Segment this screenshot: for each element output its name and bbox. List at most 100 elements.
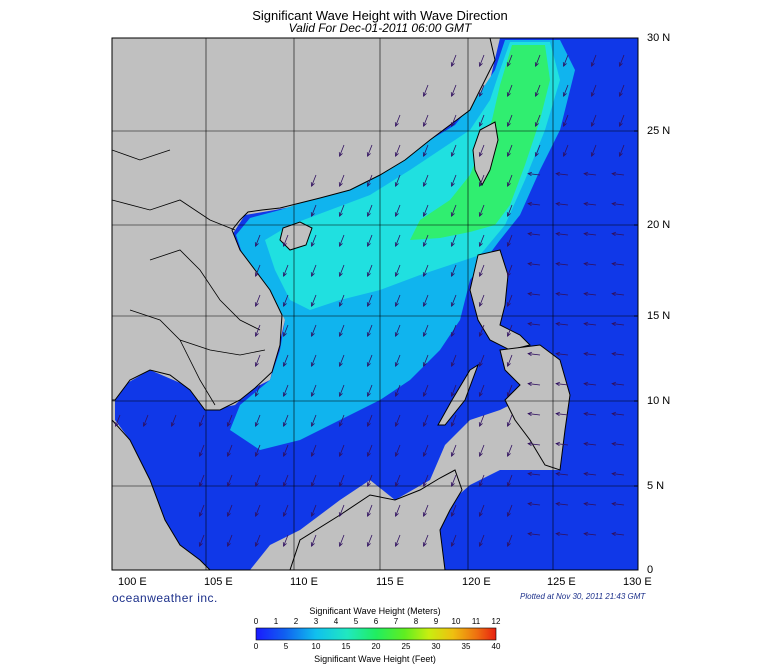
wave-arrow-head	[583, 471, 589, 477]
wave-arrow	[423, 174, 429, 187]
wave-arrow-head	[338, 452, 343, 458]
wave-arrow-head	[394, 362, 399, 368]
wave-arrow	[227, 474, 233, 487]
wave-arrow	[367, 294, 373, 307]
wave-arrow-head	[310, 482, 315, 488]
wave-arrow	[311, 264, 317, 277]
lat-label-25n: 25 N	[647, 125, 671, 137]
wave-arrow-head	[611, 501, 617, 507]
wave-arrow	[556, 263, 569, 266]
wave-arrow-head	[478, 392, 483, 398]
wave-arrow-head	[394, 302, 399, 308]
wave-arrow	[528, 473, 541, 476]
colorbar-meters-tick: 0	[253, 617, 259, 626]
wave-arrow	[367, 384, 373, 397]
wave-arrow	[311, 534, 317, 547]
wave-arrow-head	[583, 261, 589, 267]
wave-arrow-head	[450, 362, 455, 368]
wave-arrow-head	[583, 531, 589, 537]
wave-arrow	[451, 144, 457, 157]
plotted-timestamp: Plotted at Nov 30, 2011 21:43 GMT	[520, 592, 646, 601]
wave-arrow	[255, 354, 261, 367]
wave-arrow	[311, 504, 317, 517]
wave-arrow	[507, 384, 513, 397]
wave-arrow	[451, 234, 457, 247]
wave-arrow-head	[562, 92, 567, 98]
wave-arrow-head	[506, 332, 511, 338]
map-subtitle: Valid For Dec-01-2011 06:00 GMT	[288, 21, 472, 35]
wave-arrow-head	[338, 422, 343, 428]
wave-arrow	[584, 203, 597, 206]
lon-label-130e: 130 E	[623, 576, 652, 588]
wave-arrow	[563, 114, 569, 127]
wave-arrow	[612, 413, 625, 416]
wave-arrow-head	[394, 452, 399, 458]
wave-arrow	[255, 474, 261, 487]
grid-lines	[112, 38, 638, 570]
colorbar-meters-tick: 2	[293, 617, 299, 626]
luzon-island	[469, 249, 531, 351]
colorbar-meters-tick: 8	[413, 617, 419, 626]
wave-arrow	[227, 414, 233, 427]
wave-arrow-head	[366, 302, 371, 308]
wave-arrow	[507, 54, 513, 67]
wave-arrow	[311, 414, 317, 427]
wave-arrow-head	[478, 242, 483, 248]
wave-arrow	[339, 144, 345, 157]
wave-arrow-head	[338, 152, 343, 158]
wave-arrow	[395, 114, 401, 127]
wave-arrow-head	[555, 291, 561, 297]
wave-arrow-head	[366, 452, 371, 458]
wave-arrow-head	[422, 92, 427, 98]
wave-arrow	[339, 264, 345, 277]
wave-arrow-head	[282, 392, 287, 398]
colorbar-feet-tick: 30	[431, 642, 441, 651]
wave-arrow	[535, 144, 541, 157]
wave-arrow	[612, 233, 625, 236]
colorbar-meters-tick: 3	[313, 617, 319, 626]
wave-arrow-head	[282, 542, 287, 548]
wave-arrow-head	[310, 362, 315, 368]
wave-arrow	[423, 264, 429, 277]
wave-arrow-head	[310, 242, 315, 248]
wave-arrow	[451, 84, 457, 97]
wave-arrow	[479, 534, 485, 547]
wave-arrow	[283, 444, 289, 457]
wave-arrow	[584, 473, 597, 476]
wave-arrow-head	[590, 122, 595, 128]
wave-arrow	[528, 353, 541, 356]
wave-arrow-head	[422, 482, 427, 488]
wave-arrow-head	[583, 501, 589, 507]
wave-arrow-head	[198, 482, 203, 488]
lon-label-105e: 105 E	[204, 576, 233, 588]
wave-arrow	[451, 264, 457, 277]
wave-arrow-head	[611, 201, 617, 207]
colorbar-feet-tick: 5	[283, 642, 289, 651]
wave-arrow	[556, 173, 569, 176]
wave-arrow-head	[618, 92, 623, 98]
wave-arrow-head	[366, 152, 371, 158]
wave-arrow-head	[422, 422, 427, 428]
wave-arrow-head	[478, 362, 483, 368]
wave-arrow-head	[394, 152, 399, 158]
wave-arrow-head	[611, 291, 617, 297]
lat-label-0: 0	[647, 564, 654, 576]
wave-arrow	[227, 534, 233, 547]
wave-arrow-head	[534, 62, 539, 68]
wave-arrow-head	[282, 482, 287, 488]
wave-arrow	[395, 414, 401, 427]
wave-arrow	[535, 114, 541, 127]
wave-arrow-head	[527, 531, 533, 537]
wave-arrow	[507, 204, 513, 217]
wave-arrow-head	[583, 441, 589, 447]
wave-arrow	[507, 324, 513, 337]
wave-arrow-head	[611, 531, 617, 537]
colorbar-feet-tick: 35	[461, 642, 471, 651]
wave-arrow	[563, 84, 569, 97]
wave-arrow-head	[338, 302, 343, 308]
wave-arrow	[423, 384, 429, 397]
wave-arrow	[584, 413, 597, 416]
wave-arrow-head	[310, 452, 315, 458]
wave-arrow	[556, 233, 569, 236]
lat-label-10n: 10 N	[647, 395, 671, 407]
